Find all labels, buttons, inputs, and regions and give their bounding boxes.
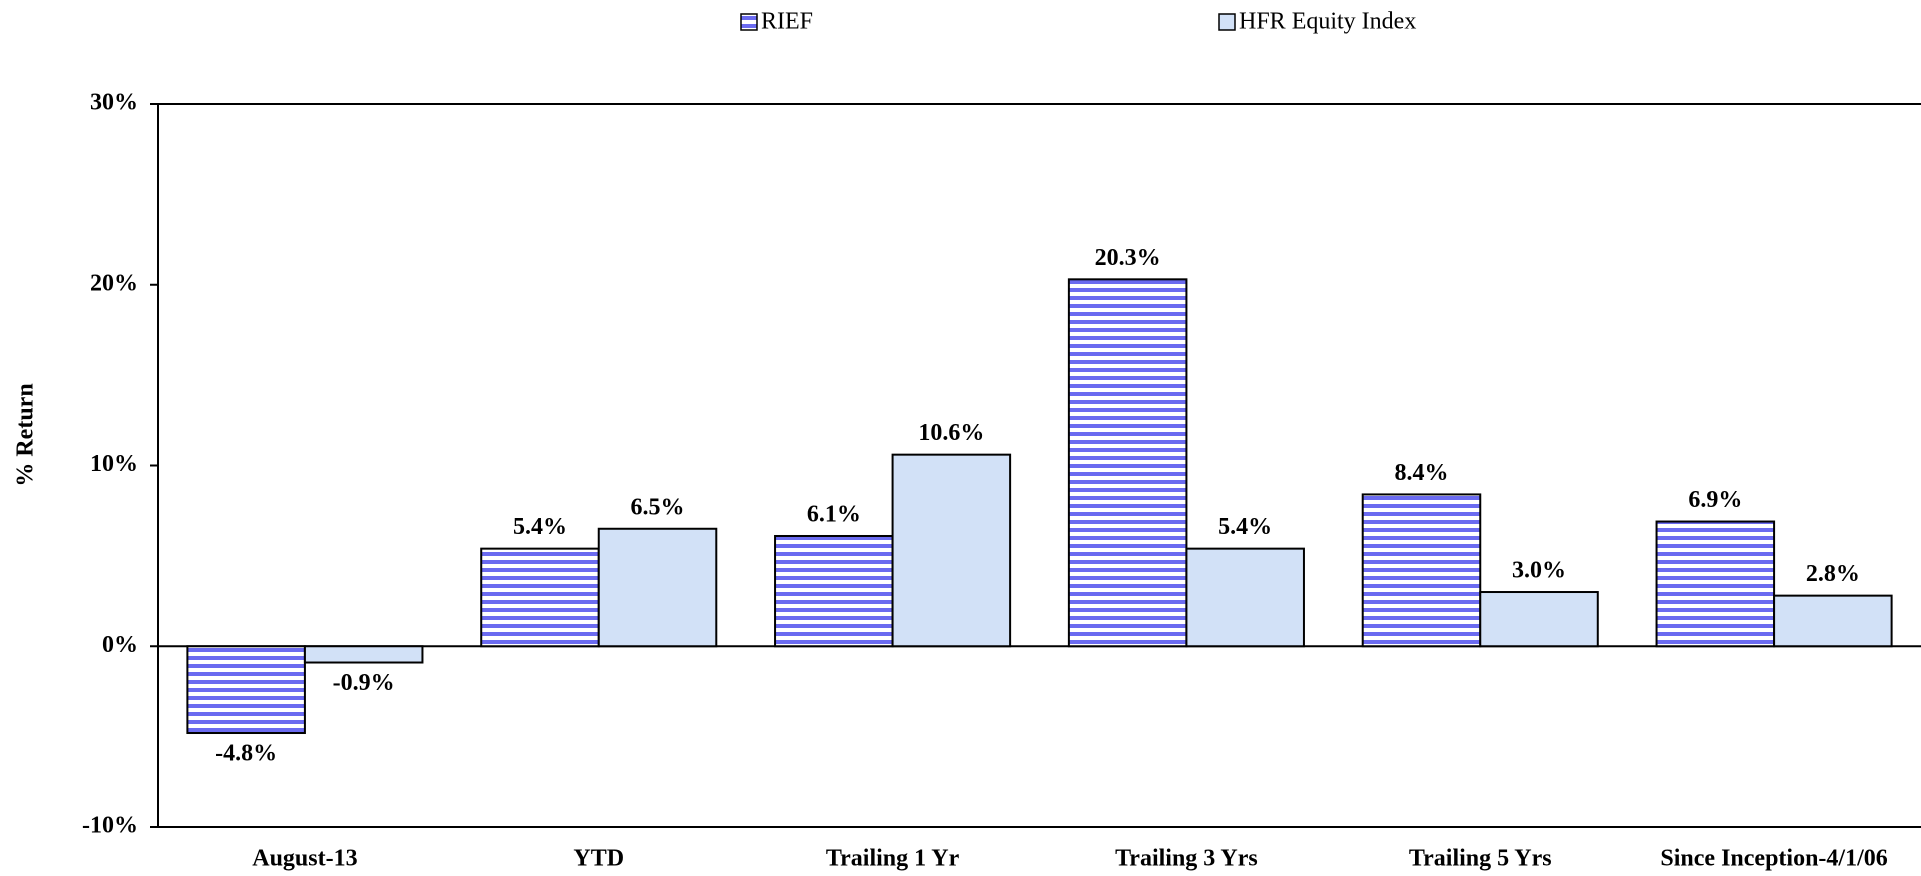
y-tick-label: 30% bbox=[90, 90, 138, 116]
legend-label: HFR Equity Index bbox=[1239, 9, 1416, 35]
x-tick-label: YTD bbox=[573, 846, 624, 872]
bar bbox=[1655, 520, 1776, 648]
y-tick-label: 10% bbox=[90, 451, 138, 477]
value-label: 2.8% bbox=[1806, 561, 1860, 587]
legend-label: RIEF bbox=[761, 9, 813, 35]
y-tick-label: 20% bbox=[90, 270, 138, 296]
value-label: 10.6% bbox=[918, 420, 984, 446]
bar bbox=[1185, 547, 1305, 648]
x-tick-label: August-13 bbox=[252, 846, 357, 872]
value-label: 5.4% bbox=[1218, 514, 1272, 540]
bar bbox=[1479, 591, 1599, 648]
bar bbox=[597, 527, 718, 648]
plot-frame bbox=[157, 103, 1921, 828]
value-label: 6.1% bbox=[807, 501, 861, 527]
x-tick-label: Trailing 3 Yrs bbox=[1115, 846, 1258, 872]
value-label: 3.0% bbox=[1512, 558, 1566, 584]
value-label: 5.4% bbox=[513, 514, 567, 540]
bar bbox=[186, 645, 306, 735]
bar bbox=[480, 547, 600, 648]
bar bbox=[891, 453, 1012, 648]
value-label: 6.9% bbox=[1688, 487, 1742, 513]
value-label: -0.9% bbox=[333, 670, 395, 696]
bar bbox=[1773, 594, 1893, 648]
value-label: 6.5% bbox=[631, 494, 685, 520]
bar bbox=[303, 645, 424, 664]
y-axis-title: % Return bbox=[13, 383, 39, 486]
legend-swatch bbox=[740, 13, 758, 31]
x-tick-label: Trailing 5 Yrs bbox=[1409, 846, 1552, 872]
x-tick-label: Trailing 1 Yr bbox=[826, 846, 960, 872]
y-tick-label: -10% bbox=[82, 813, 138, 839]
value-label: 8.4% bbox=[1394, 460, 1448, 486]
y-tick-label: 0% bbox=[102, 632, 138, 658]
legend-swatch bbox=[1218, 13, 1236, 31]
x-tick-label: Since Inception-4/1/06 bbox=[1660, 846, 1887, 872]
bar bbox=[1361, 493, 1482, 648]
value-label: 20.3% bbox=[1095, 245, 1161, 271]
bar bbox=[774, 534, 894, 648]
bar bbox=[1067, 278, 1188, 648]
value-label: -4.8% bbox=[215, 741, 277, 767]
